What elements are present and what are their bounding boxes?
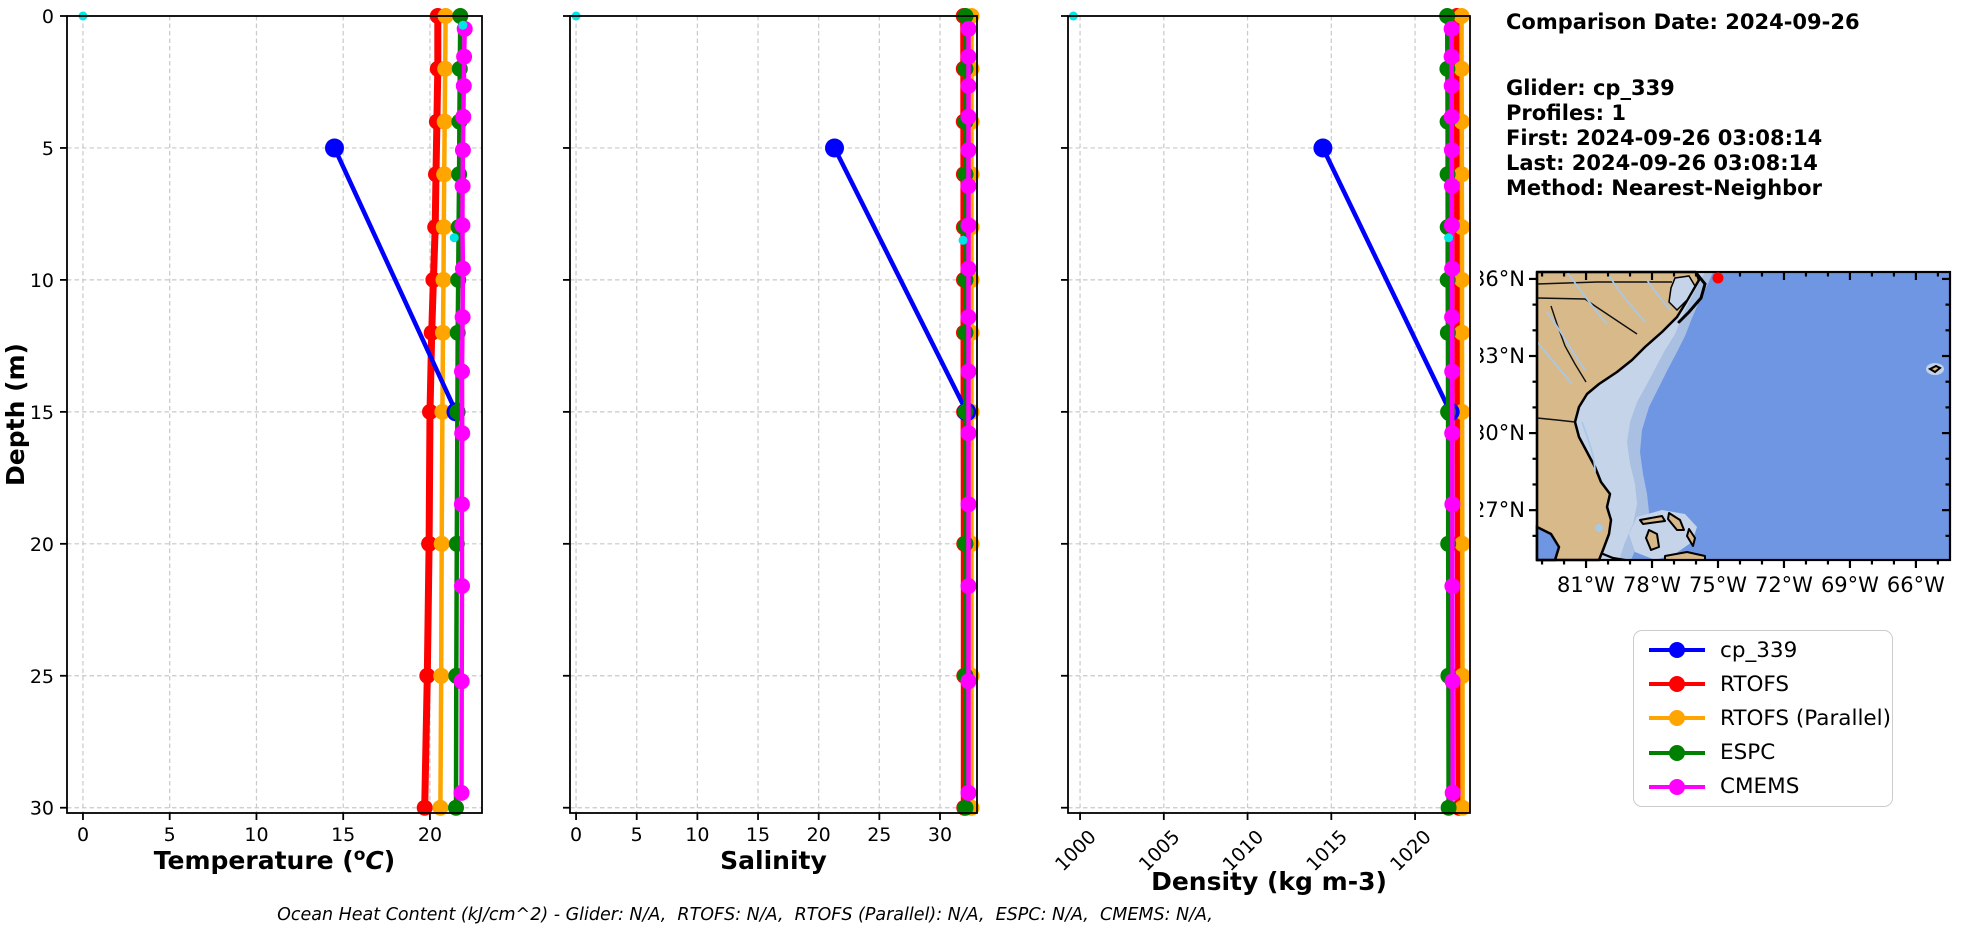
map-lon-label: 78°W <box>1623 573 1681 597</box>
x-axis-label: Temperature (oC) <box>154 845 395 875</box>
svg-text:20: 20 <box>30 534 54 556</box>
axes-frame <box>1067 15 1471 814</box>
svg-text:25: 25 <box>30 666 54 688</box>
map: 81°W 78°W 75°W 72°W 69°W 66°W 36°N 33°N 30°N 27°N <box>1480 267 1952 597</box>
map-lon-label: 72°W <box>1755 573 1813 597</box>
svg-text:20: 20 <box>418 824 442 846</box>
map-lat-label: 27°N <box>1480 498 1525 522</box>
comparison-date-text: Comparison Date: 2024-09-26 <box>1506 10 1860 34</box>
map-bahamas <box>1639 512 1706 561</box>
svg-text:5: 5 <box>42 138 54 160</box>
legend-line-sample <box>1649 676 1705 693</box>
svg-text:30: 30 <box>30 798 54 820</box>
legend-line-sample <box>1649 778 1705 795</box>
map-land <box>1535 270 1701 562</box>
axis-ticks <box>563 15 941 820</box>
map-shelf-light <box>1575 272 1705 560</box>
legend-label: RTOFS <box>1720 671 1790 697</box>
svg-text:10: 10 <box>244 824 268 846</box>
map-lat-label: 33°N <box>1480 344 1525 368</box>
legend-item-cp-339: cp_339 <box>1646 638 1892 663</box>
legend-item-cmems: CMEMS <box>1646 774 1892 799</box>
map-lon-label: 69°W <box>1821 573 1879 597</box>
svg-text:0: 0 <box>42 6 54 28</box>
svg-text:1000: 1000 <box>1051 826 1101 876</box>
legend-label: ESPC <box>1720 740 1776 766</box>
grid <box>1068 15 1470 813</box>
map-frame <box>1535 270 1952 562</box>
axes-frame <box>569 15 978 814</box>
y-axis-label: Depth (m) <box>1 343 30 486</box>
series-rtofs-parallel- <box>432 8 454 816</box>
svg-text:0: 0 <box>77 824 89 846</box>
profiles-count-text: Profiles: 1 <box>1506 101 1627 125</box>
svg-text:0: 0 <box>570 824 582 846</box>
last-time-text: Last: 2024-09-26 03:08:14 <box>1506 151 1818 175</box>
legend-label: CMEMS <box>1720 774 1800 800</box>
axis-ticks <box>60 15 431 820</box>
svg-text:15: 15 <box>30 402 54 424</box>
svg-text:30: 30 <box>928 824 952 846</box>
first-time-text: First: 2024-09-26 03:08:14 <box>1506 126 1823 150</box>
tick-labels: 0 5 10 15 20 25 30 <box>570 824 952 846</box>
svg-text:10: 10 <box>685 824 709 846</box>
legend-label: cp_339 <box>1720 637 1798 663</box>
legend-line-sample <box>1649 710 1705 727</box>
svg-text:15: 15 <box>746 824 770 846</box>
info-spacer <box>1506 35 1860 76</box>
x-axis-label: Salinity <box>720 846 827 875</box>
series-surface-points <box>571 11 968 245</box>
series-surface-points <box>78 11 468 243</box>
svg-text:20: 20 <box>807 824 831 846</box>
svg-text:1020: 1020 <box>1386 826 1436 876</box>
glider-location-marker <box>1712 272 1724 284</box>
map-lat-label: 36°N <box>1480 267 1525 291</box>
map-rivers <box>1536 271 1671 473</box>
info-panel: Comparison Date: 2024-09-26 Glider: cp_3… <box>1506 10 1860 201</box>
grid <box>570 15 977 813</box>
legend-item-espc: ESPC <box>1646 740 1892 765</box>
map-outer-banks <box>1677 272 1707 324</box>
x-axis-label: Density (kg m-3) <box>1151 867 1387 896</box>
legend-label: RTOFS (Parallel) <box>1720 705 1892 731</box>
method-text: Method: Nearest-Neighbor <box>1506 176 1822 200</box>
legend-item-rtofs-parallel-: RTOFS (Parallel) <box>1646 706 1892 731</box>
map-lon-label: 66°W <box>1887 573 1945 597</box>
glider-name-text: Glider: cp_339 <box>1506 76 1675 100</box>
svg-text:5: 5 <box>631 824 643 846</box>
legend-item-rtofs: RTOFS <box>1646 672 1892 697</box>
svg-text:5: 5 <box>164 824 176 846</box>
svg-text:15: 15 <box>331 824 355 846</box>
salinity-chart: 0 5 10 15 20 25 30 Salinity <box>563 8 980 875</box>
tick-labels: 0 5 10 15 20 0 5 10 15 20 25 30 <box>30 6 442 846</box>
legend: cp_339 RTOFS RTOFS (Parallel) ESPC CMEMS <box>1633 630 1893 807</box>
map-lake <box>1595 524 1603 532</box>
map-bermuda <box>1927 364 1942 374</box>
legend-line-sample <box>1649 744 1705 761</box>
svg-text:25: 25 <box>867 824 891 846</box>
map-lat-label: 30°N <box>1480 421 1525 445</box>
grid <box>67 15 482 813</box>
map-sound <box>1668 275 1696 312</box>
caption: Ocean Heat Content (kJ/cm^2) - Glider: N… <box>277 905 1213 925</box>
temperature-chart: 0 5 10 15 20 0 5 10 15 20 25 30 Temperature (oC) Dept… <box>1 6 483 875</box>
axis-ticks <box>1061 15 1416 820</box>
map-lon-label: 75°W <box>1689 573 1747 597</box>
axes-frame <box>66 15 483 814</box>
series-surface-points <box>1068 11 1454 243</box>
legend-line-sample <box>1649 642 1705 659</box>
map-ticks: 81°W 78°W 75°W 72°W 69°W 66°W 36°N 33°N 30°N 27°N <box>1480 267 1950 597</box>
map-lon-label: 81°W <box>1557 573 1615 597</box>
series-cmems <box>453 20 473 801</box>
svg-text:10: 10 <box>30 270 54 292</box>
series-cmems <box>960 20 977 801</box>
series-cmems <box>1443 20 1461 801</box>
